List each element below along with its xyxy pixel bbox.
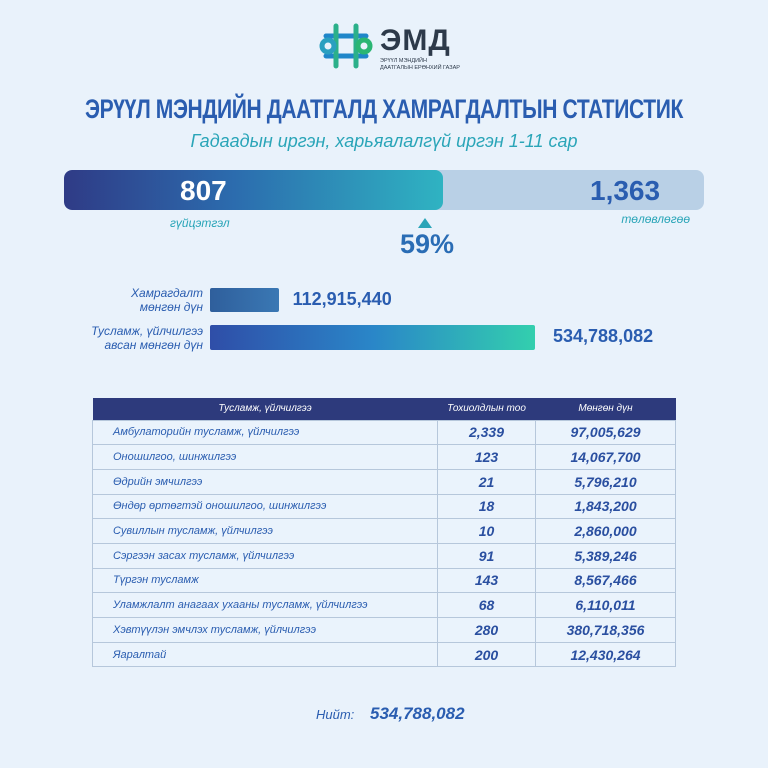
page-title: ЭРҮҮЛ МЭНДИЙН ДААТГАЛД ХАМРАГДАЛТЫН СТАТ… xyxy=(85,94,683,124)
bar-label: Хамрагдалт мөнгөн дүн xyxy=(3,286,203,314)
bar-value: 534,788,082 xyxy=(553,326,654,346)
progress-bar xyxy=(64,170,704,210)
count-cell: 143 xyxy=(437,567,536,594)
page-subtitle: Гадаадын иргэн, харьяалалгүй иргэн 1-11 … xyxy=(190,131,578,151)
triangle-up-icon xyxy=(418,218,432,228)
count-cell: 123 xyxy=(437,444,536,470)
service-cell: Уламжлалт анагаах ухааны тусламж, үйлчил… xyxy=(92,592,438,618)
table-row: Сувиллын тусламж, үйлчилгээ 10 2,860,000 xyxy=(92,518,676,544)
bar-label-line: Хамрагдалт xyxy=(131,286,203,300)
count-cell: 68 xyxy=(437,592,536,618)
amount-cell: 97,005,629 xyxy=(535,419,676,446)
plan-label: төлөвлөгөө xyxy=(621,212,690,226)
bar-label-line: авсан мөнгөн дүн xyxy=(104,338,203,352)
bar-coverage xyxy=(210,288,279,312)
header-count: Тохиолдлын тоо xyxy=(437,398,536,420)
table-row: Оношилгоо, шинжилгээ 123 14,067,700 xyxy=(92,444,676,470)
amount-cell: 12,430,264 xyxy=(535,641,676,668)
progress-fill xyxy=(64,170,443,210)
service-cell: Хэвтүүлэн эмчлэх тусламж, үйлчилгээ xyxy=(92,617,438,643)
total-label: Нийт: xyxy=(316,707,355,722)
service-cell: Сувиллын тусламж, үйлчилгээ xyxy=(92,518,438,544)
logo-subtitle: ЭРҮҮЛ МЭНДИЙН ДААТГАЛЫН ЕРӨНХИЙ ГАЗАР xyxy=(380,58,460,71)
count-cell: 21 xyxy=(437,468,536,495)
service-cell: Амбулаторийн тусламж, үйлчилгээ xyxy=(92,419,438,446)
bar-label: Тусламж, үйлчилгээ авсан мөнгөн дүн xyxy=(3,324,203,352)
table-row: Түргэн тусламж 143 8,567,466 xyxy=(92,567,676,594)
count-cell: 10 xyxy=(437,518,536,544)
services-table: Тусламж, үйлчилгээ Тохиолдлын тоо Мөнгөн… xyxy=(92,398,676,668)
table-row: Яаралтай 200 12,430,264 xyxy=(92,641,676,668)
table-row: Хэвтүүлэн эмчлэх тусламж, үйлчилгээ 280 38… xyxy=(92,617,676,643)
count-cell: 200 xyxy=(437,641,536,668)
actual-label: гүйцэтгэл xyxy=(170,216,230,230)
percent-label: 59% xyxy=(400,229,455,259)
count-cell: 2,339 xyxy=(437,419,536,446)
actual-value: 807 xyxy=(180,175,227,206)
service-cell: Сэргээн засах тусламж, үйлчилгээ xyxy=(92,542,438,569)
bar-value: 112,915,440 xyxy=(292,289,392,309)
logo-name: ЭМД xyxy=(380,24,451,57)
table-row: Өдрийн эмчилгээ 21 5,796,210 xyxy=(92,468,676,495)
knot-logo-icon xyxy=(319,23,373,69)
service-cell: Оношилгоо, шинжилгээ xyxy=(92,444,438,470)
table-row: Амбулаторийн тусламж, үйлчилгээ 2,339 97,0… xyxy=(92,419,676,446)
amount-cell: 5,796,210 xyxy=(535,468,676,495)
amount-cell: 2,860,000 xyxy=(535,518,676,544)
amount-cell: 1,843,200 xyxy=(535,493,676,520)
header-service: Тусламж, үйлчилгээ xyxy=(92,398,438,420)
table-row: Сэргээн засах тусламж, үйлчилгээ 91 5,389,… xyxy=(92,542,676,569)
logo: ЭМД ЭРҮҮЛ МЭНДИЙН ДААТГАЛЫН ЕРӨНХИЙ ГАЗА… xyxy=(318,18,460,78)
amount-cell: 8,567,466 xyxy=(535,567,676,594)
service-cell: Өдрийн эмчилгээ xyxy=(92,468,438,495)
count-cell: 280 xyxy=(437,617,536,643)
header-amount: Мөнгөн дүн xyxy=(535,398,676,420)
amount-cell: 5,389,246 xyxy=(535,542,676,569)
bar-label-line: Тусламж, үйлчилгээ xyxy=(91,324,203,338)
table-row: Уламжлалт анагаах ухааны тусламж, үйлчил… xyxy=(92,592,676,618)
amount-cell: 6,110,011 xyxy=(535,592,676,618)
bar-services xyxy=(210,325,535,350)
table-row: Өндөр өртөгтэй оношилгоо, шинжилгээ 18 1,8… xyxy=(92,493,676,520)
count-cell: 18 xyxy=(437,493,536,520)
total-value: 534,788,082 xyxy=(370,704,465,723)
bar-label-line: мөнгөн дүн xyxy=(139,300,203,314)
service-cell: Яаралтай xyxy=(92,641,438,668)
plan-value: 1,363 xyxy=(590,175,661,206)
service-cell: Түргэн тусламж xyxy=(92,567,438,594)
amount-cell: 380,718,356 xyxy=(535,617,676,643)
amount-cell: 14,067,700 xyxy=(535,444,676,470)
service-cell: Өндөр өртөгтэй оношилгоо, шинжилгээ xyxy=(92,493,438,520)
count-cell: 91 xyxy=(437,542,536,569)
